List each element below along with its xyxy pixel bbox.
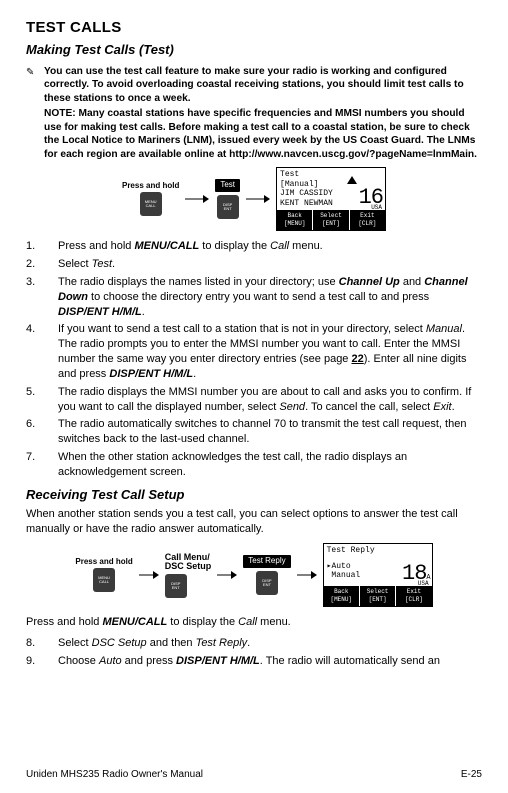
receiving-intro: When another station sends you a test ca… [26,507,482,537]
tip-note: NOTE: Many coastal stations have specifi… [44,107,482,161]
step-num: 6. [26,417,58,447]
arrow-right-icon [217,570,237,580]
step-num: 8. [26,636,58,651]
tip-block: ✎ You can use the test call feature to m… [26,65,482,161]
diagram-test-reply: Press and hold MENUCALL Call Menu/DSC Se… [26,543,482,607]
step-7: 7. When the other station acknowledges t… [26,450,482,480]
softkey-back: Back[MENU] [277,210,313,230]
step-5: 5. The radio displays the MMSI number yo… [26,385,482,415]
arrow-right-icon [185,194,209,204]
step-text: The radio displays the MMSI number you a… [58,385,482,415]
step-text: Select DSC Setup and then Test Reply. [58,636,482,651]
lcd-line1: Test [280,170,382,180]
reply-tag-group: Test Reply DISPENT [243,555,290,595]
press-hold-label: Press and hold [75,558,132,566]
tip-body: You can use the test call feature to mak… [44,66,464,104]
arrow-right-icon [139,570,159,580]
menu-button-icon: MENUCALL [140,192,162,216]
call-menu-group: Call Menu/DSC Setup DISPENT [165,553,212,598]
step-text: The radio displays the names listed in y… [58,275,482,320]
step-text: Select Test. [58,257,482,272]
step-num: 9. [26,654,58,669]
softkey-exit: Exit[CLR] [396,586,431,606]
press-hold-group: Press and hold MENUCALL [122,182,179,216]
lcd-usa: USA [418,580,429,587]
step-text: When the other station acknowledges the … [58,450,482,480]
press-hold-label: Press and hold [122,182,179,190]
steps-list: 1. Press and hold MENU/CALL to display t… [26,239,482,480]
footer-page: E-25 [461,768,482,782]
press-hold-line: Press and hold MENU/CALL to display the … [26,615,482,630]
softkey-exit: Exit[CLR] [350,210,385,230]
section-heading-receiving: Receiving Test Call Setup [26,486,482,504]
step-num: 3. [26,275,58,320]
test-tag: Test [215,179,240,192]
softkey-select: Select[ENT] [313,210,349,230]
step-num: 5. [26,385,58,415]
lcd-usa: USA [371,204,382,211]
step-text: Choose Auto and press DISP/ENT H/M/L. Th… [58,654,482,669]
step-text: If you want to send a test call to a sta… [58,322,482,381]
step-num: 4. [26,322,58,381]
section-heading-making: Making Test Calls (Test) [26,41,482,59]
step-4: 4. If you want to send a test call to a … [26,322,482,381]
arrow-right-icon [246,194,270,204]
steps-list-2: 8. Select DSC Setup and then Test Reply.… [26,636,482,669]
lcd-reply: Test Reply ▸Auto Manual 18A USA Back[MEN… [323,543,433,607]
lcd-softkeys: Back[MENU] Select[ENT] Exit[CLR] [324,586,432,606]
step-6: 6. The radio automatically switches to c… [26,417,482,447]
ent-button-icon: DISPENT [217,195,239,219]
softkey-back: Back[MENU] [324,586,360,606]
diagram-test-call: Press and hold MENUCALL Test DISPENT Tes… [26,167,482,231]
step-text: Press and hold MENU/CALL to display the … [58,239,482,254]
step-text: The radio automatically switches to chan… [58,417,482,447]
menu-button-icon: MENUCALL [93,568,115,592]
call-menu-label: Call Menu/DSC Setup [165,553,212,572]
tip-text: You can use the test call feature to mak… [44,65,482,161]
page-title: TEST CALLS [26,18,482,38]
lcd-line1: Test Reply [327,546,429,556]
step-num: 2. [26,257,58,272]
signal-icon [347,176,357,184]
step-9: 9. Choose Auto and press DISP/ENT H/M/L.… [26,654,482,669]
arrow-right-icon [297,570,317,580]
lcd-softkeys: Back[MENU] Select[ENT] Exit[CLR] [277,210,385,230]
footer-title: Uniden MHS235 Radio Owner's Manual [26,768,203,782]
press-hold-group: Press and hold MENUCALL [75,558,132,592]
ent-button-icon: DISPENT [165,574,187,598]
step-num: 7. [26,450,58,480]
softkey-select: Select[ENT] [360,586,396,606]
lcd-test: Test [Manual] JIM CASSIDY KENT NEWMAN 16… [276,167,386,231]
step-8: 8. Select DSC Setup and then Test Reply. [26,636,482,651]
step-1: 1. Press and hold MENU/CALL to display t… [26,239,482,254]
test-tag-group: Test DISPENT [215,179,240,219]
reply-tag: Test Reply [243,555,290,568]
ent-button-icon: DISPENT [256,571,278,595]
page-footer: Uniden MHS235 Radio Owner's Manual E-25 [26,768,482,782]
pencil-icon: ✎ [26,65,44,161]
step-3: 3. The radio displays the names listed i… [26,275,482,320]
step-num: 1. [26,239,58,254]
step-2: 2. Select Test. [26,257,482,272]
